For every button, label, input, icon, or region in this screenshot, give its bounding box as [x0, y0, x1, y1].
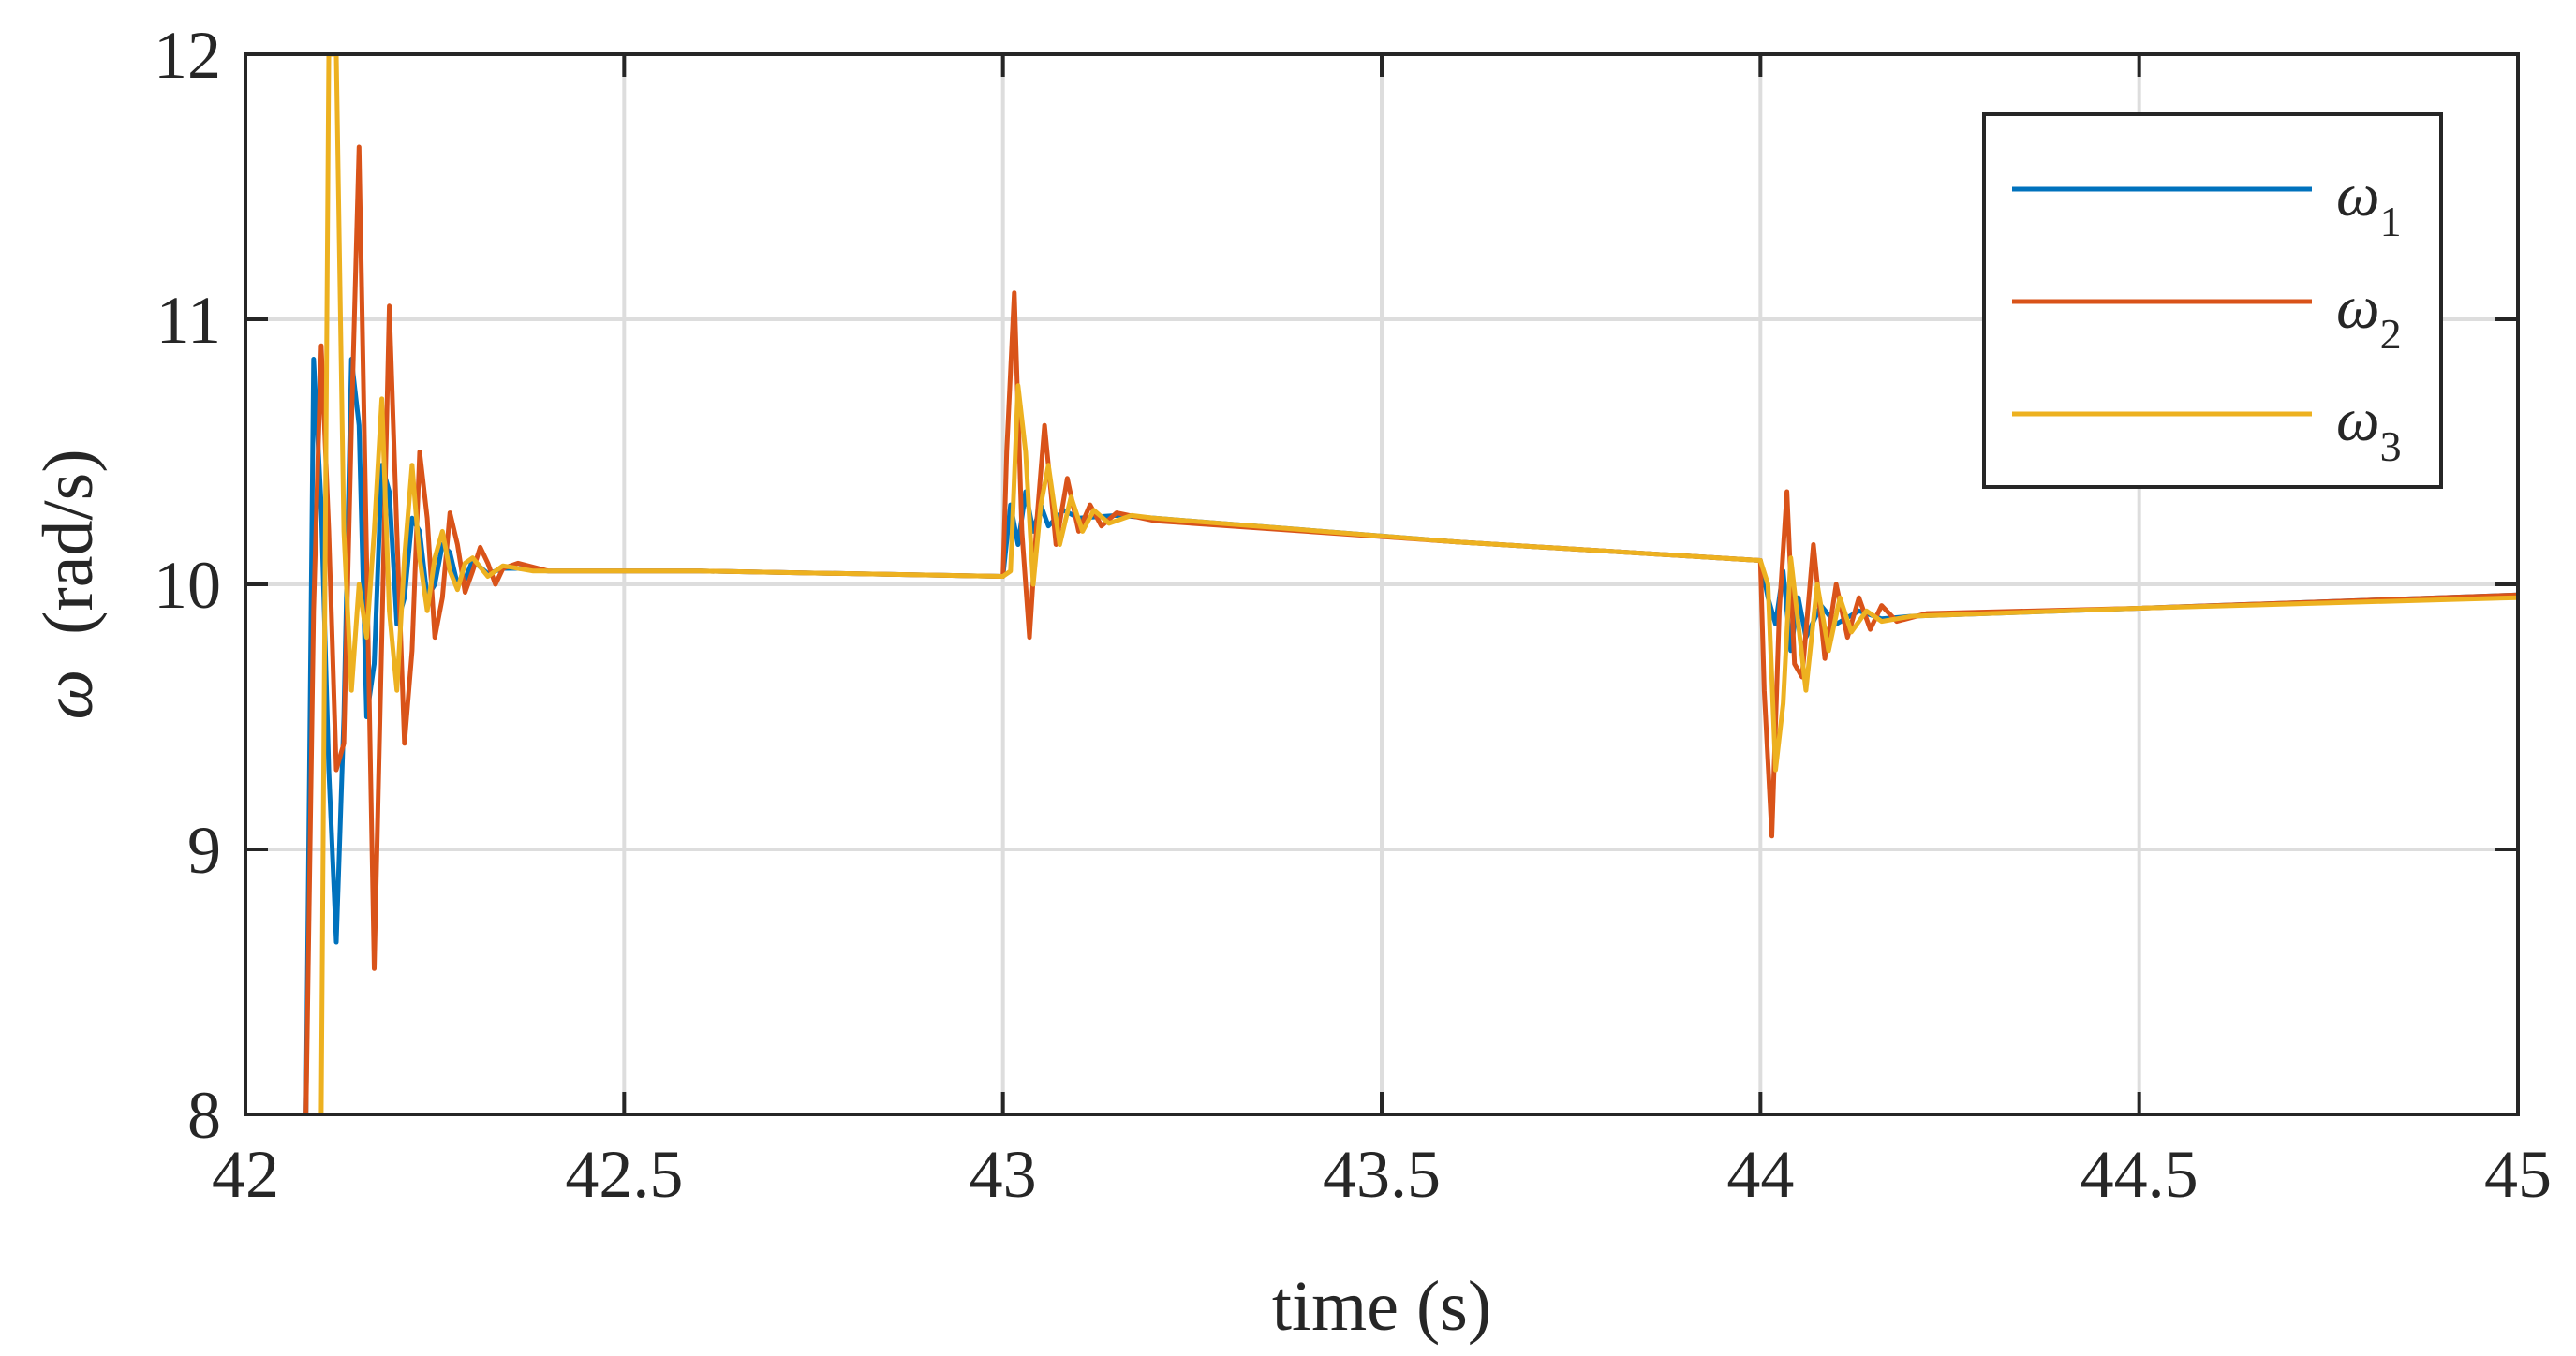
legend-subscript: 2 [2380, 310, 2402, 358]
x-tick-label: 43.5 [1323, 1137, 1441, 1212]
y-tick-label: 11 [156, 283, 221, 358]
y-axis-label: ω (rad/s) [29, 449, 108, 719]
legend-label: ω2 [2336, 273, 2402, 358]
legend-item-2: ω2 [2012, 273, 2402, 358]
x-tick-label: 42.5 [565, 1137, 683, 1212]
series-line-3 [318, 54, 2518, 1114]
legend-subscript: 3 [2380, 422, 2402, 470]
legend-symbol: ω [2336, 161, 2380, 229]
x-tick-label: 45 [2484, 1137, 2552, 1212]
x-tick-label: 44.5 [2080, 1137, 2198, 1212]
plot-lines [303, 54, 2518, 1114]
x-tick-label: 44 [1726, 1137, 1794, 1212]
y-axis-unit: (rad/s) [29, 449, 108, 634]
grid [245, 54, 2518, 1114]
legend-label: ω3 [2336, 386, 2402, 470]
legend-item-3: ω3 [2012, 386, 2402, 470]
ticks [244, 52, 2520, 1116]
x-tick-label: 43 [970, 1137, 1037, 1212]
legend-subscript: 1 [2380, 198, 2402, 245]
y-tick-label: 9 [187, 813, 221, 888]
x-axis-label: time (s) [1272, 1267, 1491, 1346]
y-tick-label: 8 [187, 1078, 221, 1153]
legend-symbol: ω [2336, 386, 2380, 454]
legend-symbol: ω [2336, 273, 2380, 342]
y-tick-label: 10 [154, 548, 221, 623]
y-tick-label: 12 [154, 18, 221, 93]
legend-item-1: ω1 [2012, 161, 2402, 245]
x-tick-label: 42 [212, 1137, 279, 1212]
legend-label: ω1 [2336, 161, 2402, 245]
y-axis-symbol: ω [29, 670, 108, 720]
